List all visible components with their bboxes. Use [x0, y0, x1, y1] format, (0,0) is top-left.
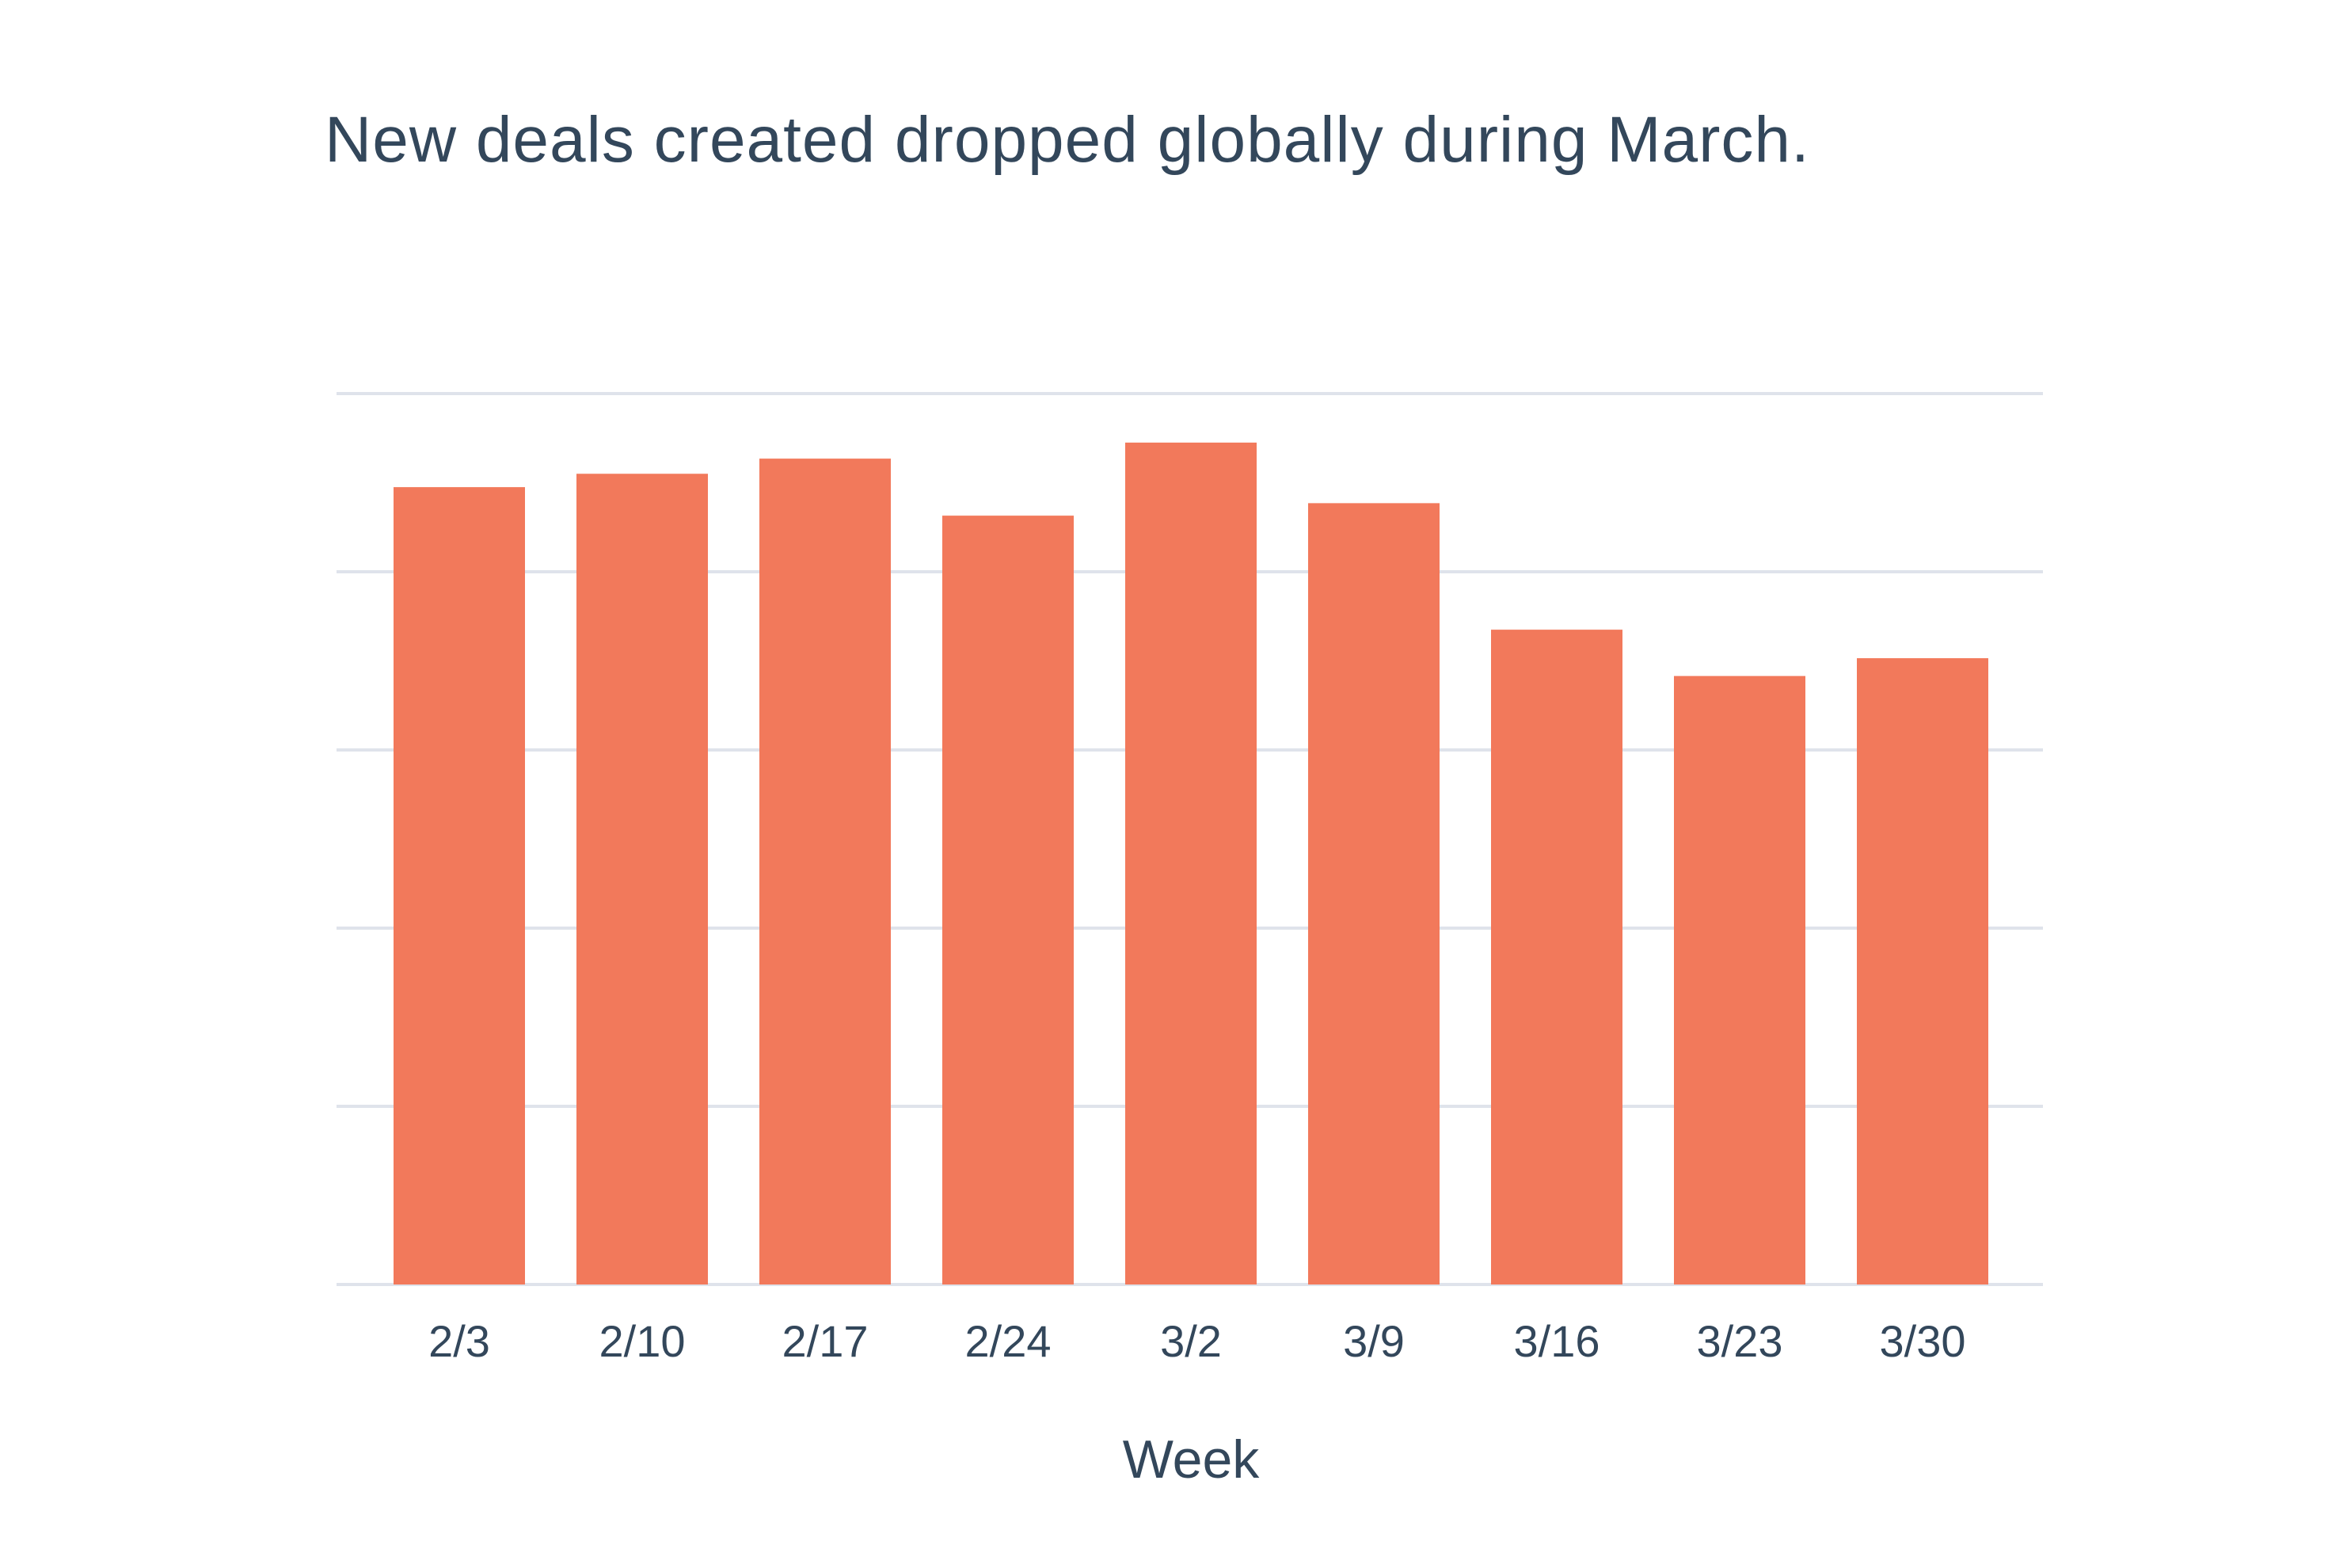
x-tick-label: 2/3	[428, 1316, 490, 1366]
x-tick-label: 3/30	[1880, 1316, 1966, 1366]
x-tick-label: 2/10	[599, 1316, 686, 1366]
bar-3-2	[1125, 442, 1257, 1284]
x-tick-label: 3/2	[1160, 1316, 1222, 1366]
bar-2-10	[576, 474, 708, 1284]
bar-3-30	[1857, 658, 1988, 1284]
bar-2-24	[942, 516, 1074, 1284]
x-tick-label: 3/23	[1697, 1316, 1783, 1366]
x-tick-label: 2/17	[782, 1316, 869, 1366]
bars	[394, 442, 1988, 1284]
bar-2-3	[394, 487, 525, 1284]
x-axis-title: Week	[1123, 1429, 1261, 1490]
bar-3-23	[1674, 676, 1805, 1284]
bar-3-16	[1491, 630, 1622, 1284]
chart-title: New deals created dropped globally durin…	[325, 104, 1810, 176]
bar-3-9	[1308, 503, 1440, 1284]
x-tick-label: 2/24	[965, 1316, 1052, 1366]
x-tick-label: 3/9	[1343, 1316, 1405, 1366]
bar-2-17	[759, 459, 891, 1284]
x-tick-label: 3/16	[1514, 1316, 1600, 1366]
x-axis-tick-labels: 2/3 2/10 2/17 2/24 3/2 3/9 3/16 3/23 3/30	[428, 1316, 1965, 1366]
